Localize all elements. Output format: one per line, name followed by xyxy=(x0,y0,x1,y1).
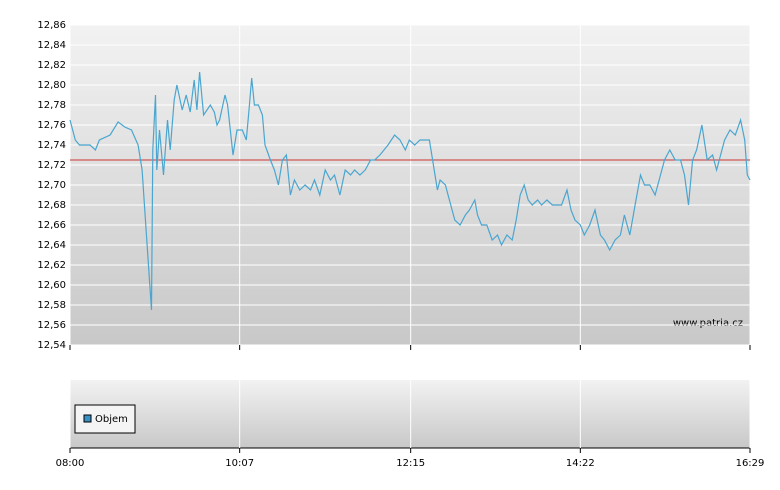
x-tick-label: 08:00 xyxy=(56,458,85,469)
y-tick-label: 12,76 xyxy=(37,120,66,131)
x-tick-label: 14:22 xyxy=(566,458,595,469)
y-tick-label: 12,70 xyxy=(37,180,66,191)
legend-label: Objem xyxy=(95,414,128,425)
y-tick-label: 12,54 xyxy=(37,340,66,351)
y-tick-label: 12,78 xyxy=(37,100,66,111)
volume-area xyxy=(70,380,750,448)
y-tick-label: 12,86 xyxy=(37,20,66,31)
y-tick-label: 12,56 xyxy=(37,320,66,331)
legend-swatch xyxy=(83,414,92,423)
x-tick-label: 10:07 xyxy=(225,458,254,469)
y-tick-label: 12,58 xyxy=(37,300,66,311)
y-tick-label: 12,84 xyxy=(37,40,66,51)
watermark: www.patria.cz xyxy=(673,318,743,329)
y-tick-label: 12,82 xyxy=(37,60,66,71)
y-tick-label: 12,68 xyxy=(37,200,66,211)
y-tick-label: 12,72 xyxy=(37,160,66,171)
y-tick-label: 12,64 xyxy=(37,240,66,251)
x-tick-label: 16:29 xyxy=(736,458,765,469)
y-tick-label: 12,62 xyxy=(37,260,66,271)
y-tick-label: 12,74 xyxy=(37,140,66,151)
y-tick-label: 12,66 xyxy=(37,220,66,231)
y-tick-label: 12,80 xyxy=(37,80,66,91)
x-tick-label: 12:15 xyxy=(396,458,425,469)
y-tick-label: 12,60 xyxy=(37,280,66,291)
price-line xyxy=(69,71,751,311)
